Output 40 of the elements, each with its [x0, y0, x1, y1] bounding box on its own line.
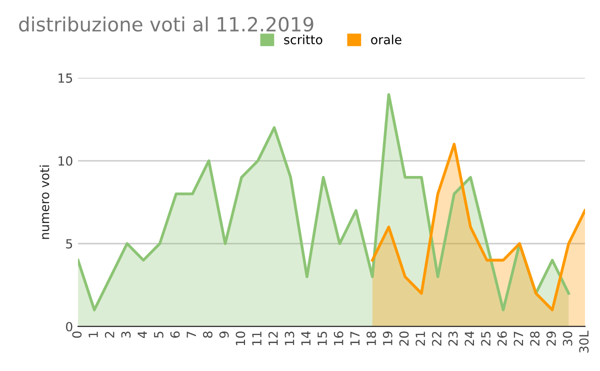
- x-tick-label: 5: [154, 332, 164, 338]
- x-tick-label: 18: [366, 332, 376, 346]
- x-tick-label: 30L: [579, 330, 589, 353]
- x-tick-label: 28: [530, 332, 540, 346]
- x-tick-label: 2: [104, 332, 114, 338]
- y-tick-label: 5: [66, 239, 72, 249]
- x-tick-label: 21: [416, 332, 425, 346]
- x-tick-label: 25: [481, 332, 490, 346]
- x-tick-label: 15: [318, 332, 327, 346]
- x-tick-label: 13: [284, 332, 294, 346]
- x-tick-label: 16: [334, 331, 344, 346]
- x-tick-label: 26: [497, 331, 507, 346]
- y-tick-label: 15: [58, 74, 72, 83]
- y-axis-title: numero voti: [40, 166, 50, 239]
- chart-title: distribuzione voti al 11.2.2019: [19, 16, 314, 32]
- x-tick-label: 9: [219, 332, 229, 338]
- legend-label: orale: [371, 34, 402, 44]
- x-tick-label: 23: [448, 332, 458, 346]
- x-tick-label: 8: [203, 332, 212, 338]
- x-tick-label: 20: [399, 331, 409, 346]
- legend-label: scritto: [284, 34, 322, 44]
- x-tick-label: 7: [186, 332, 196, 338]
- x-tick-label: 1: [88, 332, 98, 338]
- y-tick-label: 10: [58, 156, 72, 166]
- x-tick-label: 4: [138, 331, 147, 338]
- x-tick-label: 29: [546, 332, 556, 346]
- x-tick-label: 27: [514, 332, 524, 346]
- x-tick-label: 12: [268, 332, 278, 346]
- y-tick-label: 0: [66, 322, 72, 332]
- x-tick-label: 19: [382, 332, 392, 346]
- x-tick-label: 6: [170, 331, 180, 338]
- x-tick-label: 14: [301, 331, 310, 346]
- x-tick-label: 10: [236, 331, 246, 346]
- x-tick-label: 24: [464, 331, 474, 346]
- x-tick-label: 30: [562, 331, 572, 346]
- x-tick-label: 17: [350, 332, 360, 346]
- x-tick-label: 0: [72, 331, 82, 338]
- x-tick-label: 11: [252, 332, 262, 346]
- x-tick-label: 3: [121, 332, 131, 338]
- x-tick-label: 22: [432, 332, 442, 346]
